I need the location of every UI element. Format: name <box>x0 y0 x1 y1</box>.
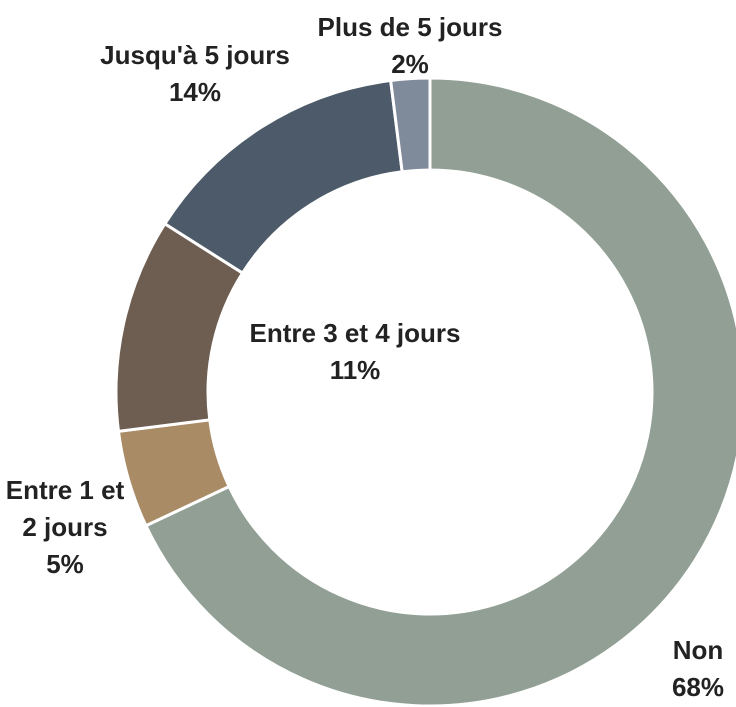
slice-label: Entre 1 et 2 jours 5% <box>5 472 125 583</box>
percent-label: 14% <box>168 77 222 107</box>
slice-label: Non 68% <box>648 632 736 706</box>
percent-label: 68% <box>671 672 725 702</box>
donut-slice <box>388 76 432 174</box>
slice-label: Jusqu'à 5 jours 14% <box>100 37 290 111</box>
category-name: Entre 1 et 2 jours <box>5 475 125 542</box>
category-name: Non <box>672 635 724 665</box>
slice-label: Entre 3 et 4 jours 11% <box>195 315 515 389</box>
slice-label: Plus de 5 jours 2% <box>280 9 540 83</box>
percent-label: 2% <box>391 49 429 79</box>
category-name: Jusqu'à 5 jours <box>100 40 290 70</box>
donut-slice <box>143 76 736 707</box>
percent-label: 11% <box>329 355 381 385</box>
category-name: Entre 3 et 4 jours <box>249 318 461 348</box>
category-name: Plus de 5 jours <box>317 12 503 42</box>
percent-label: 5% <box>46 549 84 579</box>
